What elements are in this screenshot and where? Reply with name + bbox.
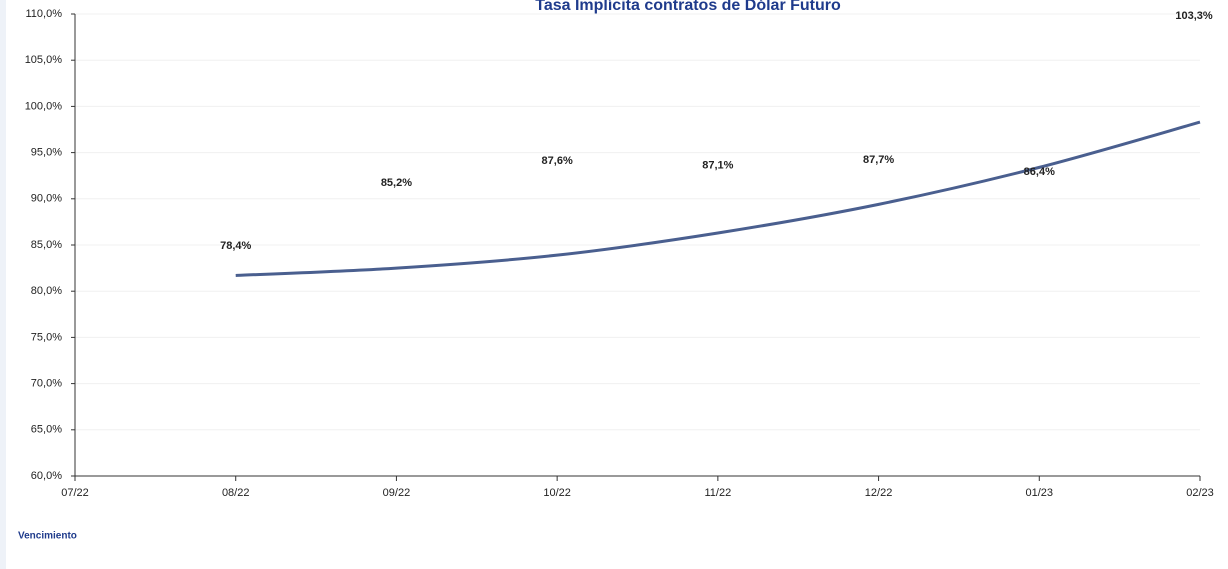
x-tick-label: 11/22	[704, 487, 731, 499]
y-tick-label: 60,0%	[31, 470, 62, 482]
point	[555, 219, 559, 223]
y-tick-label: 65,0%	[31, 424, 62, 436]
x-tick-label: 07/22	[61, 487, 89, 499]
trendline	[235, 120, 1201, 277]
y-tick-label: 110,0%	[26, 8, 63, 20]
y-tick-label: 90,0%	[31, 193, 62, 205]
x-tick-label: 12/22	[865, 487, 893, 499]
y-tick-label: 95,0%	[31, 147, 62, 159]
point	[1037, 230, 1041, 234]
data-label: 87,7%	[863, 154, 894, 166]
point	[716, 224, 720, 228]
x-tick-label: 08/22	[222, 487, 250, 499]
point	[234, 304, 238, 308]
x-tick-label: 09/22	[383, 487, 411, 499]
x-tick-label: 02/23	[1186, 487, 1214, 499]
point	[1198, 74, 1202, 78]
y-tick-label: 105,0%	[25, 54, 63, 66]
y-tick-label: 80,0%	[31, 285, 62, 297]
data-label: 87,1%	[702, 160, 733, 172]
side-strip	[0, 0, 6, 569]
y-tick-label: 70,0%	[31, 378, 62, 390]
y-tick-label: 75,0%	[31, 331, 62, 343]
x-tick-label: 10/22	[543, 487, 571, 499]
data-label: 78,4%	[220, 240, 251, 252]
x-tick-label: 01/23	[1026, 487, 1054, 499]
chart-title: Tasa Implícita contratos de Dólar Futuro	[535, 0, 841, 14]
y-tick-label: 85,0%	[31, 239, 62, 251]
data-label: 85,2%	[381, 177, 412, 189]
data-label: 87,6%	[542, 155, 573, 167]
x-axis-label: Vencimiento	[18, 531, 77, 542]
data-label: 103,3%	[1175, 10, 1213, 22]
point	[877, 218, 881, 222]
data-label: 86,4%	[1024, 166, 1055, 178]
y-tick-label: 100,0%	[25, 100, 63, 112]
